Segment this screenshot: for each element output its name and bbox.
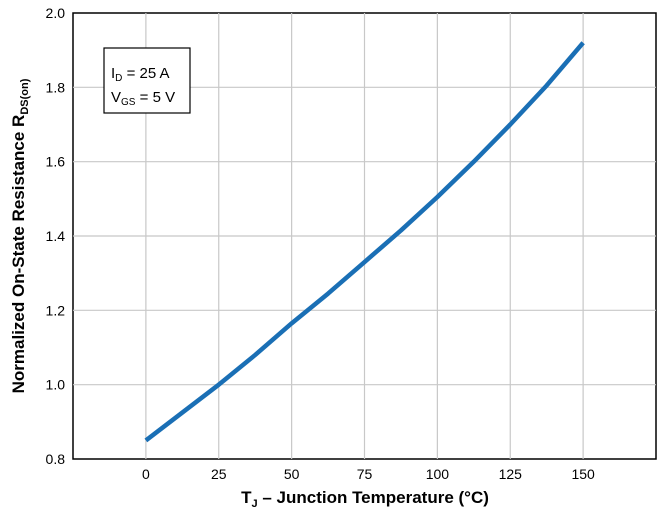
x-tick-label: 150 — [571, 466, 595, 482]
x-tick-label: 75 — [357, 466, 373, 482]
x-axis-title-sub: J — [251, 498, 257, 510]
y-tick-label: 2.0 — [46, 5, 66, 21]
series-line — [144, 41, 585, 443]
x-axis-title-main: T — [241, 488, 252, 507]
x-tick-label: 100 — [426, 466, 450, 482]
annotation-frame — [103, 47, 191, 114]
y-axis-title: Normalized On-State Resistance RDS(on) — [9, 78, 31, 393]
x-tick-label: 0 — [142, 466, 150, 482]
y-tick-label: 1.4 — [46, 228, 66, 244]
annotation-line-2: VGS = 5 V — [111, 89, 175, 108]
series-layer — [144, 41, 585, 443]
annotation-1-sub: D — [115, 73, 122, 84]
x-tick-label: 25 — [211, 466, 227, 482]
y-tick-labels: 0.8 1.0 1.2 1.4 1.6 1.8 2.0 — [46, 5, 66, 467]
annotation-1-rest: = 25 A — [122, 65, 169, 82]
annotation-box: ID = 25 A VGS = 5 V — [103, 47, 191, 114]
x-tick-label: 125 — [499, 466, 523, 482]
annotation-1-main: I — [111, 65, 115, 82]
x-tick-label: 50 — [284, 466, 300, 482]
x-axis-title-rest: – Junction Temperature (°C) — [258, 488, 489, 507]
annotation-2-main: V — [111, 89, 121, 106]
x-axis-title: TJ – Junction Temperature (°C) — [241, 488, 489, 510]
y-tick-label: 1.0 — [46, 377, 66, 393]
x-tick-labels: 0 25 50 75 100 125 150 — [142, 466, 595, 482]
annotation-line-1: ID = 25 A — [111, 65, 170, 84]
annotation-2-rest: = 5 V — [135, 89, 175, 106]
y-axis-title-sub: DS(on) — [19, 78, 31, 114]
y-tick-label: 1.6 — [46, 154, 66, 170]
y-tick-label: 1.8 — [46, 79, 66, 95]
y-tick-label: 0.8 — [46, 451, 66, 467]
annotation-2-sub: GS — [121, 97, 136, 108]
y-tick-label: 1.2 — [46, 302, 66, 318]
y-axis-title-main: Normalized On-State Resistance R — [9, 115, 28, 394]
